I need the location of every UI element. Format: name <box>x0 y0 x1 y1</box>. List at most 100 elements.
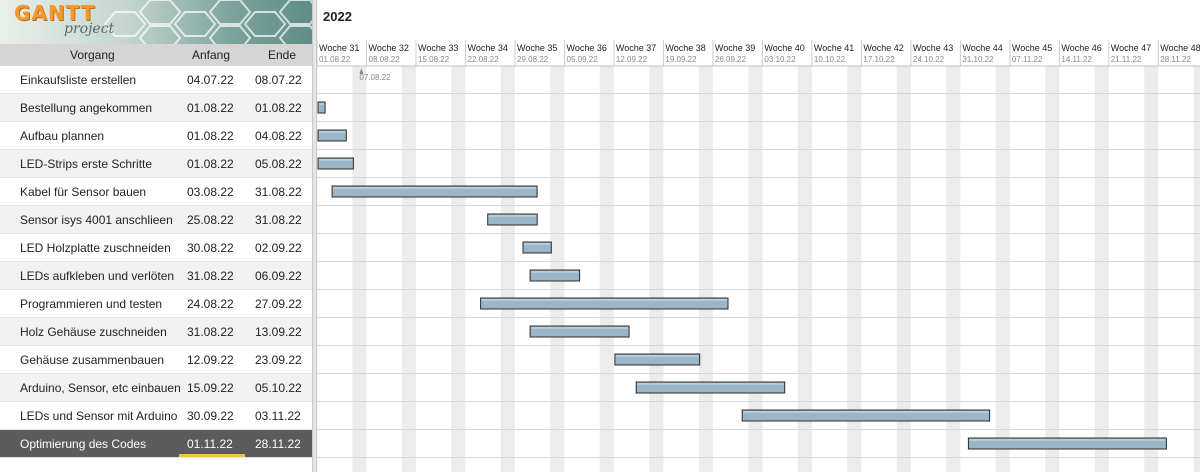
week-date: 14.11.22 <box>1061 55 1092 64</box>
task-start-cell: 24.08.22 <box>187 297 234 311</box>
ganttproject-logo: GANTT project <box>0 0 312 44</box>
gantt-canvas: Woche 31 01.08.22 Woche 32 08.08.22 Woche 33… <box>317 40 1200 472</box>
weekend-shade <box>896 66 911 472</box>
task-start-cell: 01.11.22 <box>187 437 233 451</box>
task-name-cell: Programmieren und testen <box>20 297 163 311</box>
week-label: Woche 34 <box>468 43 508 53</box>
task-end-cell: 31.08.22 <box>255 213 302 227</box>
task-row[interactable]: Programmieren und testen 24.08.22 27.09.22 <box>0 290 312 318</box>
weekend-shade <box>1094 66 1109 472</box>
week-label: Woche 47 <box>1111 43 1151 53</box>
task-end-cell: 02.09.22 <box>255 241 302 255</box>
task-bar[interactable] <box>614 353 701 366</box>
task-bar[interactable] <box>529 269 581 282</box>
task-row[interactable]: Sensor isys 4001 anschlieen 25.08.22 31.08… <box>0 206 312 234</box>
task-start-cell: 01.08.22 <box>187 157 234 171</box>
weekend-shade <box>451 66 466 472</box>
task-row[interactable]: Aufbau plannen 01.08.22 04.08.22 <box>0 122 312 150</box>
task-end-cell: 06.09.22 <box>255 269 302 283</box>
task-row[interactable]: LEDs aufkleben und verlöten 31.08.22 06.09… <box>0 262 312 290</box>
week-label: Woche 36 <box>567 43 607 53</box>
task-name-cell: Holz Gehäuse zuschneiden <box>20 325 167 339</box>
week-label: Woche 35 <box>517 43 557 53</box>
task-row[interactable]: LEDs und Sensor mit Arduino 30.09.22 03.11… <box>0 402 312 430</box>
week-date: 31.10.22 <box>962 55 994 64</box>
weekend-shade <box>1193 66 1200 472</box>
task-bar[interactable] <box>317 101 326 114</box>
week-date: 15.08.22 <box>418 55 450 64</box>
weekend-shade <box>1045 66 1060 472</box>
task-start-cell: 30.09.22 <box>187 409 234 423</box>
task-name-cell: LEDs und Sensor mit Arduino <box>20 409 178 423</box>
week-date: 01.08.22 <box>319 55 351 64</box>
task-end-cell: 08.07.22 <box>255 73 302 87</box>
weekend-shade <box>550 66 565 472</box>
task-row[interactable]: Bestellung angekommen 01.08.22 01.08.22 <box>0 94 312 122</box>
task-end-cell: 05.10.22 <box>255 381 302 395</box>
task-start-cell: 31.08.22 <box>187 325 234 339</box>
task-end-cell: 13.09.22 <box>255 325 302 339</box>
splitter-handle[interactable] <box>312 0 317 472</box>
task-name-cell: Aufbau plannen <box>20 129 105 143</box>
column-header-end[interactable]: Ende <box>268 48 297 62</box>
task-row[interactable]: LED-Strips erste Schritte 01.08.22 05.08.2… <box>0 150 312 178</box>
task-start-cell: 03.08.22 <box>187 185 234 199</box>
week-date: 05.09.22 <box>567 55 599 64</box>
task-start-cell: 01.08.22 <box>187 129 234 143</box>
task-bar[interactable] <box>487 213 538 226</box>
week-label: Woche 31 <box>319 43 359 53</box>
task-end-cell: 05.08.22 <box>255 157 302 171</box>
task-start-cell: 12.09.22 <box>187 353 234 367</box>
weekend-shade <box>797 66 812 472</box>
weekend-shade <box>847 66 862 472</box>
week-label: Woche 48 <box>1160 43 1200 53</box>
week-date: 26.09.22 <box>715 55 747 64</box>
task-end-cell: 04.08.22 <box>255 129 302 143</box>
column-header-task[interactable]: Vorgang <box>70 48 115 62</box>
week-date: 29.08.22 <box>517 55 549 64</box>
week-date: 21.11.22 <box>1111 55 1142 64</box>
task-row[interactable]: Holz Gehäuse zuschneiden 31.08.22 13.09.22 <box>0 318 312 346</box>
task-bar[interactable] <box>522 241 552 254</box>
week-label: Woche 45 <box>1012 43 1052 53</box>
task-name-cell: Arduino, Sensor, etc einbauen <box>20 381 181 395</box>
task-row[interactable]: Kabel für Sensor bauen 03.08.22 31.08.22 <box>0 178 312 206</box>
task-bar[interactable] <box>317 157 354 170</box>
task-name-cell: Gehäuse zusammenbauen <box>20 353 165 367</box>
week-label: Woche 33 <box>418 43 458 53</box>
task-name-cell: Sensor isys 4001 anschlieen <box>20 213 173 227</box>
task-bar[interactable] <box>529 325 630 338</box>
weekend-shade <box>599 66 614 472</box>
task-bar[interactable] <box>635 381 786 394</box>
task-table-panel: GANTT project Vorgang Anfang Ende Einkau… <box>0 0 312 472</box>
column-header-start[interactable]: Anfang <box>192 48 231 62</box>
task-row[interactable]: LED Holzplatte zuschneiden 30.08.22 02.09.… <box>0 234 312 262</box>
hexagon-pattern <box>103 0 312 44</box>
task-bar[interactable] <box>331 185 538 198</box>
weekend-shade <box>995 66 1010 472</box>
task-name-cell: Bestellung angekommen <box>20 101 153 115</box>
task-row[interactable]: Optimierung des Codes 01.11.22 28.11.22 <box>0 430 312 458</box>
week-label: Woche 41 <box>814 43 854 53</box>
task-row[interactable]: Einkaufsliste erstellen 04.07.22 08.07.22 <box>0 66 312 94</box>
task-start-cell: 01.08.22 <box>187 101 234 115</box>
task-end-cell: 23.09.22 <box>255 353 302 367</box>
task-bar[interactable] <box>317 129 347 142</box>
task-bar[interactable] <box>741 409 991 422</box>
week-date: 19.09.22 <box>665 55 697 64</box>
task-end-cell: 28.11.22 <box>255 437 301 451</box>
edit-cursor-underline <box>179 454 245 457</box>
task-name-cell: Kabel für Sensor bauen <box>20 185 147 199</box>
marker-arrow-icon <box>359 68 364 74</box>
task-row[interactable]: Gehäuse zusammenbauen 12.09.22 23.09.22 <box>0 346 312 374</box>
task-end-cell: 31.08.22 <box>255 185 302 199</box>
weekend-shade <box>748 66 763 472</box>
task-end-cell: 27.09.22 <box>255 297 302 311</box>
task-bar[interactable] <box>480 297 729 310</box>
task-start-cell: 25.08.22 <box>187 213 234 227</box>
week-date: 12.09.22 <box>616 55 648 64</box>
weekend-shade <box>946 66 961 472</box>
task-row[interactable]: Arduino, Sensor, etc einbauen 15.09.22 05.… <box>0 374 312 402</box>
week-date: 17.10.22 <box>863 55 895 64</box>
task-bar[interactable] <box>967 437 1167 450</box>
